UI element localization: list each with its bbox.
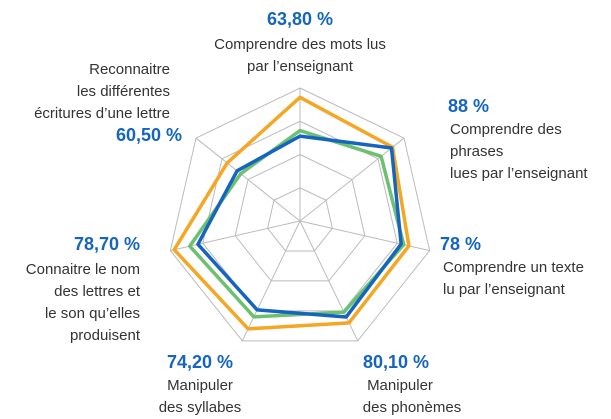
value-label: 63,80 %: [267, 9, 333, 29]
category-label: écritures d’une lettre: [34, 105, 170, 122]
category-label: Manipuler: [167, 377, 233, 394]
category-label: Reconnaitre: [89, 61, 170, 78]
category-label: lu par l’enseignant: [443, 281, 566, 298]
category-label: Manipuler: [367, 377, 433, 394]
grid-ring: [234, 153, 366, 282]
grid-ring: [202, 120, 398, 312]
category-label: Comprendre des: [450, 121, 562, 138]
value-label: 78 %: [440, 234, 481, 254]
category-label: Comprendre un texte: [443, 259, 584, 276]
series-line: [172, 95, 411, 331]
value-label: 74,20 %: [167, 352, 233, 372]
value-label: 78,70 %: [74, 234, 140, 254]
series-line: [196, 134, 403, 319]
spoke: [241, 220, 301, 342]
category-label: le son qu’elles: [45, 305, 140, 322]
category-label: produisent: [70, 327, 141, 344]
grid-ring: [267, 187, 333, 252]
category-label: phrases: [450, 143, 503, 160]
spoke: [195, 137, 301, 222]
spoke: [299, 137, 405, 222]
category-label: des lettres et: [54, 283, 141, 300]
value-label: 60,50 %: [116, 125, 182, 145]
value-label: 80,10 %: [363, 352, 429, 372]
category-label: des syllabes: [159, 399, 242, 416]
category-label: Comprendre des mots lus: [214, 36, 386, 53]
category-label: les différentes: [77, 83, 170, 100]
category-label: lues par l’enseignant: [450, 165, 588, 182]
category-label: Connaitre le nom: [26, 261, 140, 278]
category-label: par l’enseignant: [247, 58, 354, 75]
category-label: des phonèmes: [363, 399, 461, 416]
spoke: [299, 220, 359, 342]
value-label: 88 %: [448, 96, 489, 116]
grid-ring: [169, 87, 431, 342]
